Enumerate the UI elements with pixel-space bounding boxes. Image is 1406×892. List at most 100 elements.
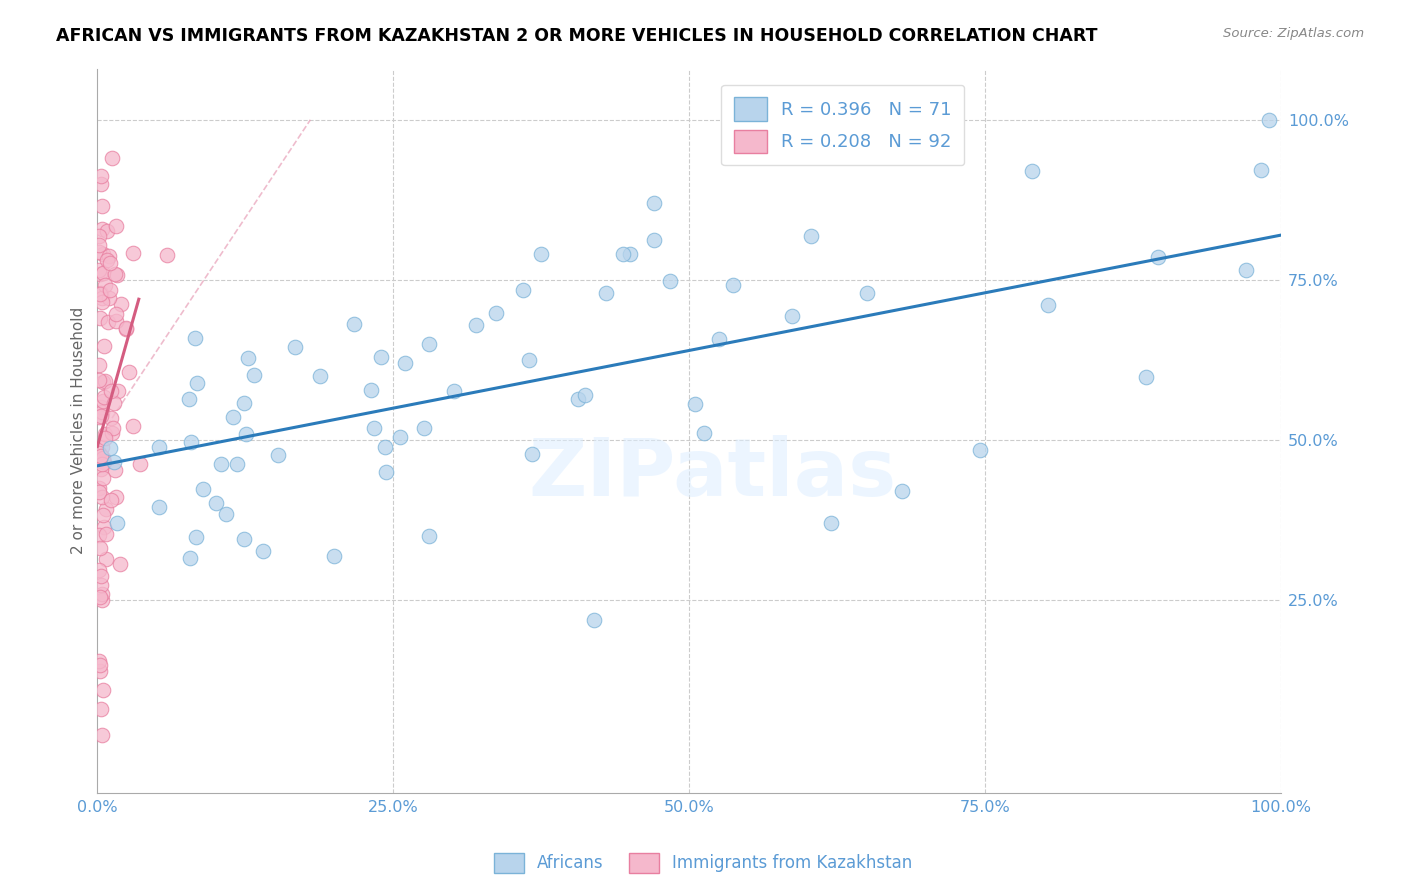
Point bbox=[91, 508, 114, 522]
Point bbox=[148, 440, 170, 454]
Point bbox=[375, 465, 398, 479]
Point bbox=[90, 449, 112, 463]
Point bbox=[659, 274, 682, 288]
Point bbox=[709, 332, 731, 346]
Point bbox=[100, 492, 122, 507]
Point bbox=[87, 358, 110, 372]
Point bbox=[93, 520, 115, 534]
Point bbox=[91, 405, 114, 419]
Point bbox=[87, 229, 110, 244]
Point bbox=[100, 384, 122, 399]
Point bbox=[394, 356, 416, 370]
Point bbox=[105, 516, 128, 530]
Point bbox=[94, 431, 117, 445]
Point bbox=[105, 219, 128, 233]
Point bbox=[98, 283, 121, 297]
Point bbox=[91, 593, 114, 607]
Point bbox=[209, 457, 232, 471]
Point bbox=[148, 500, 170, 514]
Point bbox=[343, 317, 366, 331]
Point bbox=[1036, 297, 1059, 311]
Point bbox=[643, 196, 665, 211]
Y-axis label: 2 or more Vehicles in Household: 2 or more Vehicles in Household bbox=[72, 307, 86, 554]
Point bbox=[91, 295, 114, 310]
Point bbox=[89, 541, 111, 556]
Point bbox=[235, 426, 257, 441]
Point bbox=[108, 557, 131, 571]
Point bbox=[619, 247, 641, 261]
Point bbox=[96, 551, 118, 566]
Point bbox=[643, 233, 665, 247]
Point bbox=[323, 549, 346, 563]
Point bbox=[484, 306, 506, 320]
Point bbox=[180, 434, 202, 449]
Point bbox=[94, 502, 117, 516]
Point bbox=[191, 482, 214, 496]
Point bbox=[855, 285, 877, 300]
Point bbox=[215, 507, 238, 521]
Point bbox=[90, 457, 112, 471]
Point bbox=[89, 267, 111, 281]
Point bbox=[412, 421, 434, 435]
Point bbox=[388, 430, 411, 444]
Point bbox=[465, 318, 488, 332]
Point bbox=[1021, 164, 1043, 178]
Point bbox=[96, 224, 118, 238]
Point bbox=[87, 654, 110, 668]
Point bbox=[91, 221, 114, 235]
Point bbox=[891, 484, 914, 499]
Point bbox=[97, 291, 120, 305]
Point bbox=[91, 586, 114, 600]
Point bbox=[238, 351, 260, 366]
Point bbox=[90, 462, 112, 476]
Point bbox=[121, 419, 143, 434]
Point bbox=[98, 441, 121, 455]
Point bbox=[969, 443, 991, 458]
Point bbox=[595, 285, 617, 300]
Point bbox=[583, 613, 606, 627]
Point bbox=[97, 314, 120, 328]
Point bbox=[1234, 263, 1257, 277]
Point bbox=[363, 421, 385, 435]
Point bbox=[96, 252, 118, 267]
Point bbox=[103, 396, 125, 410]
Point bbox=[107, 384, 129, 399]
Point bbox=[517, 353, 540, 368]
Point bbox=[820, 516, 842, 531]
Point bbox=[90, 285, 112, 300]
Point bbox=[723, 277, 745, 292]
Point bbox=[360, 383, 382, 397]
Point bbox=[91, 728, 114, 742]
Point bbox=[87, 238, 110, 252]
Point bbox=[90, 454, 112, 468]
Point bbox=[266, 448, 288, 462]
Point bbox=[156, 248, 179, 262]
Point bbox=[100, 410, 122, 425]
Point bbox=[104, 490, 127, 504]
Point bbox=[186, 376, 208, 390]
Point bbox=[530, 246, 553, 260]
Point bbox=[94, 278, 117, 293]
Point bbox=[93, 374, 115, 388]
Point bbox=[103, 455, 125, 469]
Point bbox=[800, 229, 823, 244]
Point bbox=[87, 373, 110, 387]
Point bbox=[370, 350, 392, 364]
Text: Source: ZipAtlas.com: Source: ZipAtlas.com bbox=[1223, 27, 1364, 40]
Point bbox=[1250, 163, 1272, 178]
Point bbox=[177, 392, 200, 406]
Point bbox=[94, 427, 117, 442]
Point bbox=[1258, 112, 1281, 127]
Point bbox=[520, 447, 543, 461]
Point bbox=[418, 337, 440, 351]
Point bbox=[612, 247, 634, 261]
Text: ZIPatlas: ZIPatlas bbox=[529, 435, 897, 513]
Point bbox=[101, 151, 124, 165]
Point bbox=[90, 702, 112, 716]
Point bbox=[91, 394, 114, 409]
Point bbox=[89, 287, 111, 301]
Point bbox=[225, 457, 247, 471]
Point bbox=[93, 390, 115, 404]
Text: AFRICAN VS IMMIGRANTS FROM KAZAKHSTAN 2 OR MORE VEHICLES IN HOUSEHOLD CORRELATIO: AFRICAN VS IMMIGRANTS FROM KAZAKHSTAN 2 … bbox=[56, 27, 1098, 45]
Point bbox=[98, 255, 121, 269]
